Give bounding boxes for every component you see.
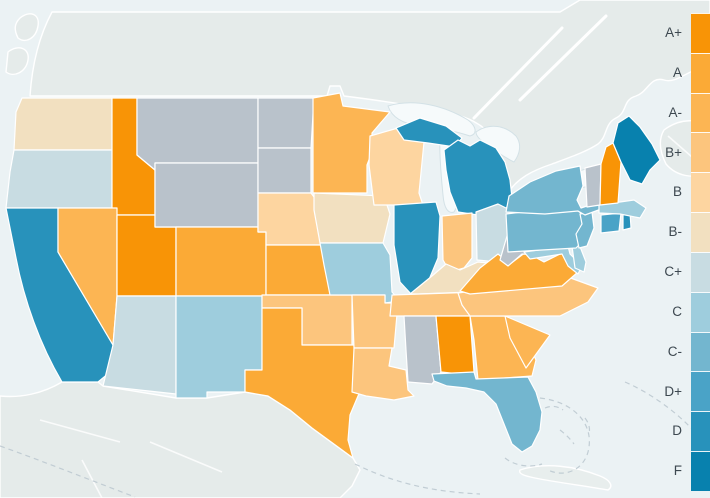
legend-swatch <box>691 251 710 292</box>
state-north-dakota[interactable]: North Dakota <box>257 97 315 149</box>
legend-label: A+ <box>665 25 682 41</box>
legend-item-c+: C+ <box>664 251 710 292</box>
coastal-island <box>5 47 29 76</box>
legend-item-c-: C- <box>664 331 710 372</box>
vancouver-island <box>14 13 39 42</box>
legend-label: D <box>672 423 682 439</box>
mexico-border-line3 <box>81 459 103 498</box>
st-lawrence-river <box>472 26 564 120</box>
state-maine[interactable]: Maine: F <box>612 115 661 185</box>
legend-item-a: A <box>664 52 710 93</box>
state-texas[interactable]: Texas: A <box>244 307 369 459</box>
mexico-border-line2 <box>149 441 223 473</box>
legend-swatch <box>691 371 710 412</box>
legend-label: B <box>672 184 682 200</box>
legend-item-a+: A+ <box>664 13 710 53</box>
state-wyoming[interactable]: Wyoming <box>154 162 259 228</box>
legend-label: D+ <box>664 383 682 399</box>
state-new-jersey[interactable]: New Jersey: C- <box>575 211 595 249</box>
legend-swatch <box>691 451 710 491</box>
state-arizona[interactable]: Arizona: C+ <box>102 295 177 395</box>
state-virginia[interactable]: Virginia: A <box>459 251 579 295</box>
legend-label: B- <box>668 224 683 240</box>
legend-label: F <box>673 463 682 479</box>
state-south-dakota[interactable]: South Dakota <box>257 147 312 194</box>
state-louisiana[interactable]: Louisiana: B+ <box>351 347 415 401</box>
legend-swatch <box>691 212 710 252</box>
mexico-border-line <box>39 419 121 443</box>
legend-item-b+: B+ <box>664 132 710 173</box>
legend-swatch <box>691 132 710 173</box>
legend-item-f: F <box>664 451 710 491</box>
state-montana[interactable]: Montana <box>136 97 259 171</box>
state-colorado[interactable]: Colorado: A <box>175 226 267 297</box>
legend-label: C <box>672 303 682 319</box>
state-washington[interactable]: Washington: B- <box>13 97 113 151</box>
legend-swatch <box>691 291 710 332</box>
legend-swatch <box>691 13 710 53</box>
states-layer: Washington: B- Oregon: C+ California: D … <box>5 92 661 459</box>
state-florida[interactable]: Florida: C- <box>431 371 543 453</box>
legend-label: C- <box>667 343 682 359</box>
legend-label: A- <box>668 104 683 120</box>
legend-item-b: B <box>664 172 710 213</box>
state-indiana[interactable]: Indiana: B+ <box>441 212 473 273</box>
legend-item-a-: A- <box>664 92 710 133</box>
state-south-carolina[interactable]: South Carolina: A- <box>504 315 551 369</box>
legend-label: B+ <box>665 144 682 160</box>
legend-swatch <box>691 411 710 452</box>
ottawa-river <box>518 14 608 102</box>
legend-item-b-: B- <box>664 212 710 252</box>
state-michigan[interactable]: Michigan: D <box>443 139 513 216</box>
state-missouri[interactable]: Missouri: C <box>319 242 401 304</box>
legend-item-d+: D+ <box>664 371 710 412</box>
legend-swatch <box>691 52 710 93</box>
cuba <box>518 465 612 491</box>
state-massachusetts[interactable]: Massachusetts: C <box>598 199 647 219</box>
state-vermont[interactable]: Vermont <box>584 163 602 208</box>
legend-label: C+ <box>664 264 682 280</box>
state-connecticut[interactable]: Connecticut: D+ <box>600 212 622 234</box>
legend-swatch <box>691 92 710 133</box>
legend-item-c: C <box>664 291 710 332</box>
legend-swatch <box>691 172 710 213</box>
state-new-york[interactable]: New York: C- <box>505 165 613 216</box>
river-lines <box>39 14 701 498</box>
grade-legend: A+ A A- B+ B B- C+ C C- D+ D F <box>664 13 710 491</box>
legend-swatch <box>691 331 710 372</box>
legend-label: A <box>672 64 682 80</box>
legend-item-d: D <box>664 411 710 452</box>
state-oregon[interactable]: Oregon: C+ <box>5 149 113 209</box>
